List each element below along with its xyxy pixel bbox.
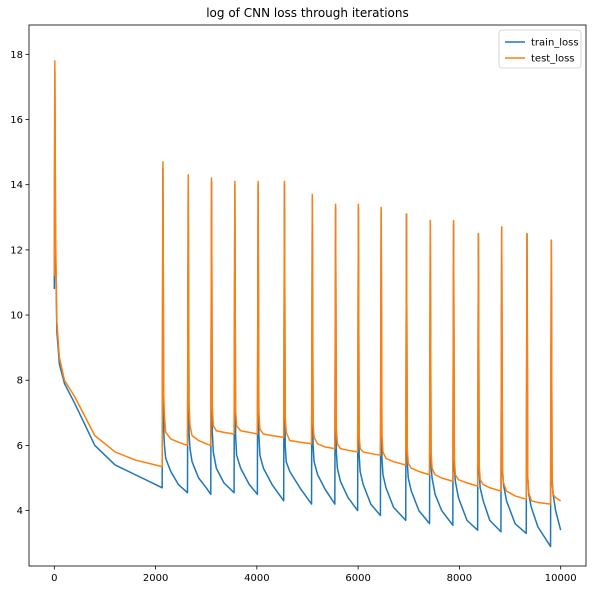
y-tick-label: 6 <box>17 441 23 452</box>
chart-title: log of CNN loss through iterations <box>206 6 409 20</box>
legend: train_loss test_loss <box>498 29 582 69</box>
x-tick-label: 8000 <box>447 573 472 584</box>
series-line-train-loss <box>53 69 562 548</box>
x-tick-label: 2000 <box>143 573 168 584</box>
y-tick-label: 18 <box>10 50 23 61</box>
y-tick-label: 14 <box>10 180 23 191</box>
series-line-test-loss <box>53 60 562 505</box>
x-tick-label: 10000 <box>545 573 577 584</box>
y-tick-label: 10 <box>10 311 23 322</box>
y-tick-label: 12 <box>10 245 23 256</box>
plot-area <box>53 60 562 548</box>
x-tick-label: 6000 <box>345 573 370 584</box>
y-axis: 4 6 8 10 12 14 16 18 <box>10 50 29 517</box>
y-tick-label: 4 <box>17 506 23 517</box>
legend-label-train-loss: train_loss <box>531 38 579 49</box>
x-tick-label: 0 <box>51 573 57 584</box>
y-tick-label: 8 <box>17 376 23 387</box>
x-axis: 0 2000 4000 6000 8000 10000 <box>51 566 577 584</box>
x-tick-label: 4000 <box>244 573 269 584</box>
plot-frame <box>28 24 587 567</box>
legend-label-test-loss: test_loss <box>531 54 575 65</box>
y-tick-label: 16 <box>10 115 23 126</box>
